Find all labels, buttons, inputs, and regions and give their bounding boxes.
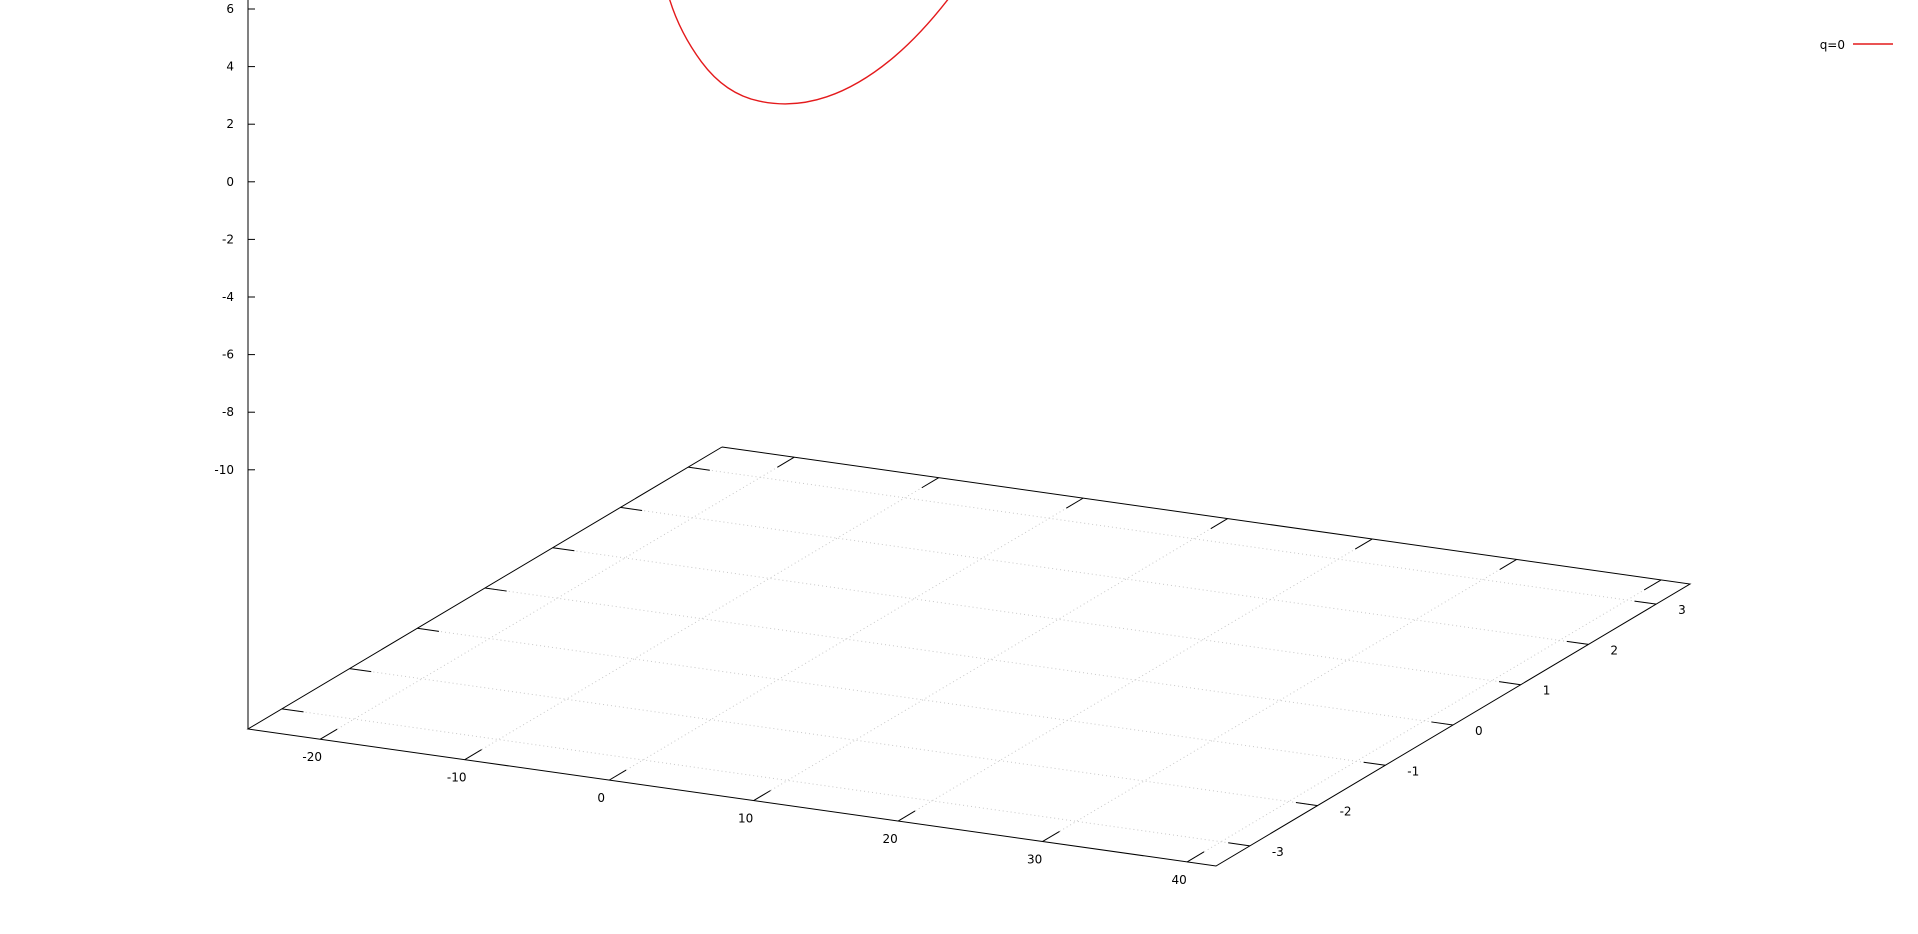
series-layer [669,0,949,105]
y-tick-left [349,668,372,673]
x-tick [753,790,771,801]
y-tick-left [417,627,440,632]
x-tick [319,728,338,740]
z-tick-label: 0 [226,175,234,189]
x-tick-back [1643,579,1662,591]
z-tick-label: 6 [226,2,234,16]
y-tick [1566,640,1589,645]
y-tick [1363,761,1386,766]
axis-ticks [248,8,1662,863]
x-tick-back [1499,559,1517,570]
x-tick-label: 10 [738,812,753,826]
z-tick-label: -10 [214,463,234,477]
legend-label-q0: q=0 [1820,38,1845,52]
z-tick-label: -4 [222,290,234,304]
x-tick-label: -20 [302,750,322,764]
x-tick [464,749,482,761]
grid-line-x [1042,559,1517,842]
x-tick-back [1210,518,1228,530]
base-frame [246,0,1692,867]
x-tick-back [777,456,795,468]
z-tick-label: -6 [222,348,234,362]
y-tick-left [484,587,507,592]
y-tick-label: -3 [1272,845,1284,859]
grid-line-y [417,627,1386,766]
x-tick [608,769,627,781]
grid-line-y [620,506,1589,645]
x-tick-label: 20 [883,832,898,846]
tick-labels: -20-10010203040-3-2-1012386420-2-4-6-8-1… [214,2,1686,887]
x-tick [1042,830,1060,842]
grid-line-y [552,547,1521,686]
x-tick-back [1066,497,1084,509]
y-tick [1228,842,1250,847]
y-tick [1498,681,1521,686]
y-tick-label: 2 [1610,643,1618,657]
y-tick [1295,802,1318,807]
grid-line-y [281,708,1250,847]
grid-lines [281,456,1662,863]
grid-line-y [484,587,1454,726]
y-tick-label: -1 [1407,764,1419,778]
legend: q=0 [1820,38,1893,52]
grid-line-x [464,477,939,761]
x-tick [1186,851,1205,863]
y-tick [1634,600,1657,605]
x-tick [897,810,916,822]
y-tick-label: 1 [1543,684,1551,698]
x-tick-label: 0 [597,791,605,805]
base-plane-border [246,446,1692,867]
y-tick-left [281,708,304,713]
grid-line-y [688,466,1657,605]
x-tick-back [1354,538,1373,550]
x-tick-back [921,477,939,489]
x-tick-label: 40 [1171,873,1186,887]
y-tick-label: 3 [1678,603,1686,617]
y-tick-left [552,547,575,552]
y-tick-left [688,466,710,471]
z-tick-label: 4 [226,60,234,74]
z-tick-label: -2 [222,232,234,246]
z-tick-label: 2 [226,117,234,131]
y-tick-label: -2 [1340,805,1352,819]
z-tick-label: -8 [222,405,234,419]
x-tick-label: -10 [447,771,467,785]
y-tick-left [620,506,643,511]
y-tick [1431,721,1454,726]
y-tick-label: 0 [1475,724,1483,738]
grid-line-x [753,518,1228,801]
series-line-q0 [669,0,949,105]
x-tick-label: 30 [1027,852,1042,866]
grid-line-y [349,668,1318,807]
